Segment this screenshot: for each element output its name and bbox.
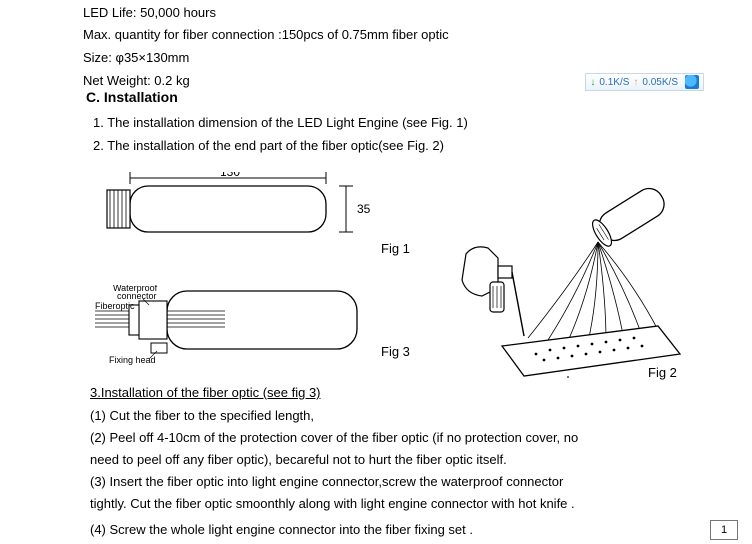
step-3-3b: tightly. Cut the fiber optic smoonthly a…: [90, 496, 575, 511]
download-arrow-icon: ↓: [590, 77, 595, 88]
fig1-width-label: 130: [220, 172, 240, 179]
fig2-caption: Fig 2: [648, 365, 677, 380]
step-3-1: (1) Cut the fiber to the specified lengt…: [90, 408, 314, 423]
network-speed-badge: ↓ 0.1K/S ↑ 0.05K/S: [585, 73, 704, 91]
upload-speed: 0.05K/S: [642, 77, 678, 88]
fig1-diagram: 130 35: [95, 172, 385, 252]
upload-arrow-icon: ↑: [633, 77, 638, 88]
ie-icon: [685, 75, 699, 89]
step-3-4: (4) Screw the whole light engine connect…: [90, 522, 473, 537]
step-3-2a: (2) Peel off 4-10cm of the protection co…: [90, 430, 578, 445]
step-3-3a: (3) Insert the fiber optic into light en…: [90, 474, 563, 489]
section-heading-installation: C. Installation: [86, 89, 178, 105]
fig1-caption: Fig 1: [381, 241, 410, 256]
spec-size: Size: φ35×130mm: [83, 50, 189, 65]
fig3-diagram: Waterproof connector Fiberoptic Fixing h…: [95, 285, 385, 370]
step-1: 1. The installation dimension of the LED…: [93, 115, 468, 130]
download-speed: 0.1K/S: [599, 77, 629, 88]
fig2-diagram: [448, 178, 688, 378]
svg-text:connector: connector: [117, 291, 157, 301]
fig3-label-fixinghead: Fixing head: [109, 355, 156, 365]
fig3-label-fiberoptic: Fiberoptic: [95, 301, 135, 311]
fig3-caption: Fig 3: [381, 344, 410, 359]
step-2: 2. The installation of the end part of t…: [93, 138, 444, 153]
spec-net-weight: Net Weight: 0.2 kg: [83, 73, 190, 88]
spec-led-life: LED Life: 50,000 hours: [83, 5, 216, 20]
step-3-2b: need to peel off any fiber optic), becar…: [90, 452, 507, 467]
step-3-head: 3.Installation of the fiber optic (see f…: [90, 385, 321, 400]
spec-max-qty: Max. quantity for fiber connection :150p…: [83, 27, 449, 42]
page-number: 1: [710, 520, 738, 540]
fig1-height-label: 35: [357, 202, 371, 216]
